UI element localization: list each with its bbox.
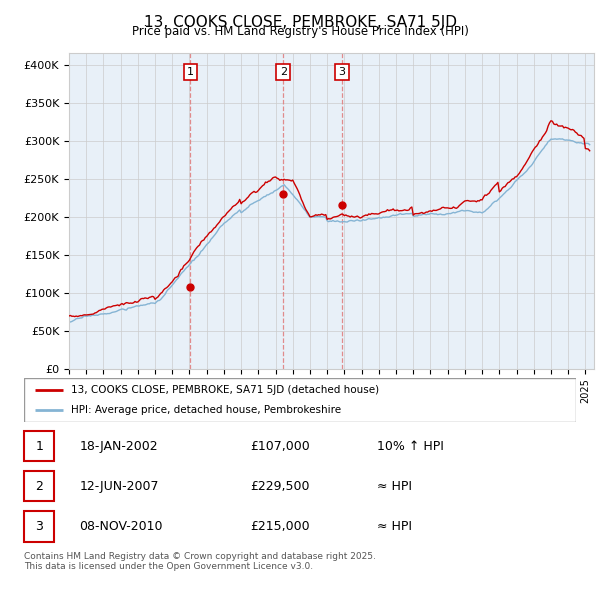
- Text: £215,000: £215,000: [250, 520, 310, 533]
- Text: 12-JUN-2007: 12-JUN-2007: [79, 480, 158, 493]
- Text: 3: 3: [338, 67, 346, 77]
- FancyBboxPatch shape: [24, 471, 55, 502]
- Text: HPI: Average price, detached house, Pembrokeshire: HPI: Average price, detached house, Pemb…: [71, 405, 341, 415]
- Text: £229,500: £229,500: [250, 480, 310, 493]
- FancyBboxPatch shape: [24, 378, 576, 422]
- Text: £107,000: £107,000: [250, 440, 310, 453]
- Text: 1: 1: [187, 67, 194, 77]
- Text: 08-NOV-2010: 08-NOV-2010: [79, 520, 163, 533]
- Text: Contains HM Land Registry data © Crown copyright and database right 2025.
This d: Contains HM Land Registry data © Crown c…: [24, 552, 376, 571]
- Text: Price paid vs. HM Land Registry's House Price Index (HPI): Price paid vs. HM Land Registry's House …: [131, 25, 469, 38]
- Text: 3: 3: [35, 520, 43, 533]
- Text: 10% ↑ HPI: 10% ↑ HPI: [377, 440, 444, 453]
- Text: ≈ HPI: ≈ HPI: [377, 520, 412, 533]
- FancyBboxPatch shape: [24, 511, 55, 542]
- Text: 13, COOKS CLOSE, PEMBROKE, SA71 5JD: 13, COOKS CLOSE, PEMBROKE, SA71 5JD: [143, 15, 457, 30]
- Text: 18-JAN-2002: 18-JAN-2002: [79, 440, 158, 453]
- Text: 13, COOKS CLOSE, PEMBROKE, SA71 5JD (detached house): 13, COOKS CLOSE, PEMBROKE, SA71 5JD (det…: [71, 385, 379, 395]
- Text: ≈ HPI: ≈ HPI: [377, 480, 412, 493]
- Text: 2: 2: [280, 67, 287, 77]
- Text: 1: 1: [35, 440, 43, 453]
- FancyBboxPatch shape: [24, 431, 55, 461]
- Text: 2: 2: [35, 480, 43, 493]
